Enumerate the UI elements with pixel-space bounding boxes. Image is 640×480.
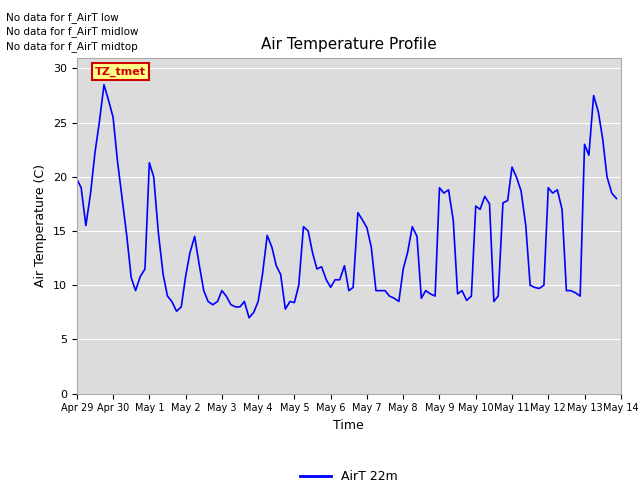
Text: No data for f_AirT midtop: No data for f_AirT midtop (6, 41, 138, 52)
Text: No data for f_AirT low: No data for f_AirT low (6, 12, 119, 23)
Text: No data for f_AirT midlow: No data for f_AirT midlow (6, 26, 139, 37)
X-axis label: Time: Time (333, 419, 364, 432)
Y-axis label: Air Temperature (C): Air Temperature (C) (35, 164, 47, 287)
Text: TZ_tmet: TZ_tmet (95, 66, 146, 76)
Legend: AirT 22m: AirT 22m (295, 465, 403, 480)
Title: Air Temperature Profile: Air Temperature Profile (261, 37, 436, 52)
